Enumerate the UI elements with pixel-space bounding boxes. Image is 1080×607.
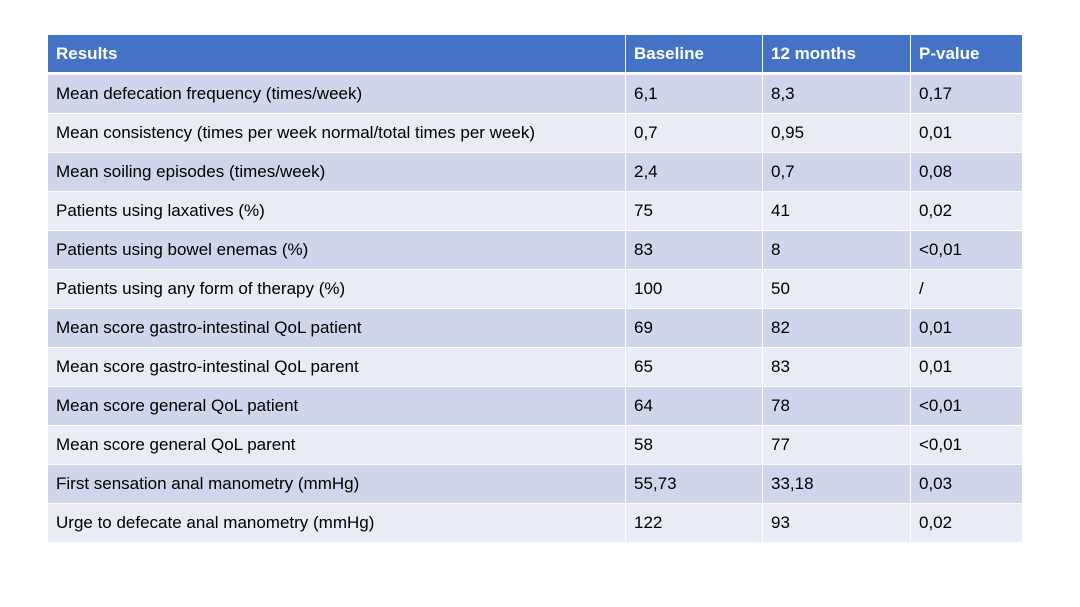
header-p-value: P-value bbox=[910, 34, 1023, 75]
table-row: First sensation anal manometry (mmHg) 55,… bbox=[47, 464, 1023, 504]
result-cell: Urge to defecate anal manometry (mmHg) bbox=[47, 503, 626, 543]
p-value-cell: 0,02 bbox=[910, 503, 1023, 543]
table-row: Mean consistency (times per week normal/… bbox=[47, 113, 1023, 153]
table-body: Mean defecation frequency (times/week) 6,… bbox=[47, 73, 1023, 543]
table-row: Patients using any form of therapy (%) 10… bbox=[47, 269, 1023, 309]
baseline-cell: 65 bbox=[625, 347, 763, 387]
result-cell: Mean score general QoL parent bbox=[47, 425, 626, 465]
p-value-cell: 0,17 bbox=[910, 73, 1023, 114]
table-row: Mean score gastro-intestinal QoL patient… bbox=[47, 308, 1023, 348]
table-row: Urge to defecate anal manometry (mmHg) 12… bbox=[47, 503, 1023, 543]
p-value-cell: <0,01 bbox=[910, 230, 1023, 270]
twelve-months-cell: 82 bbox=[762, 308, 911, 348]
twelve-months-cell: 33,18 bbox=[762, 464, 911, 504]
twelve-months-cell: 0,7 bbox=[762, 152, 911, 192]
header-row: Results Baseline 12 months P-value bbox=[47, 34, 1023, 75]
baseline-cell: 58 bbox=[625, 425, 763, 465]
result-cell: Patients using bowel enemas (%) bbox=[47, 230, 626, 270]
results-table: Results Baseline 12 months P-value Mean … bbox=[47, 34, 1023, 543]
baseline-cell: 122 bbox=[625, 503, 763, 543]
result-cell: First sensation anal manometry (mmHg) bbox=[47, 464, 626, 504]
p-value-cell: <0,01 bbox=[910, 386, 1023, 426]
p-value-cell: 0,02 bbox=[910, 191, 1023, 231]
twelve-months-cell: 83 bbox=[762, 347, 911, 387]
p-value-cell: 0,01 bbox=[910, 113, 1023, 153]
table-row: Mean defecation frequency (times/week) 6,… bbox=[47, 73, 1023, 114]
header-results: Results bbox=[47, 34, 626, 75]
table-row: Mean score general QoL parent 58 77 <0,01 bbox=[47, 425, 1023, 465]
baseline-cell: 2,4 bbox=[625, 152, 763, 192]
baseline-cell: 69 bbox=[625, 308, 763, 348]
result-cell: Mean soiling episodes (times/week) bbox=[47, 152, 626, 192]
p-value-cell: / bbox=[910, 269, 1023, 309]
table-row: Mean score gastro-intestinal QoL parent 6… bbox=[47, 347, 1023, 387]
header-baseline: Baseline bbox=[625, 34, 763, 75]
result-cell: Patients using any form of therapy (%) bbox=[47, 269, 626, 309]
result-cell: Patients using laxatives (%) bbox=[47, 191, 626, 231]
table-row: Mean score general QoL patient 64 78 <0,01 bbox=[47, 386, 1023, 426]
twelve-months-cell: 50 bbox=[762, 269, 911, 309]
twelve-months-cell: 41 bbox=[762, 191, 911, 231]
baseline-cell: 55,73 bbox=[625, 464, 763, 504]
p-value-cell: <0,01 bbox=[910, 425, 1023, 465]
p-value-cell: 0,03 bbox=[910, 464, 1023, 504]
result-cell: Mean score gastro-intestinal QoL patient bbox=[47, 308, 626, 348]
table-row: Mean soiling episodes (times/week) 2,4 0,7… bbox=[47, 152, 1023, 192]
p-value-cell: 0,01 bbox=[910, 308, 1023, 348]
p-value-cell: 0,01 bbox=[910, 347, 1023, 387]
twelve-months-cell: 0,95 bbox=[762, 113, 911, 153]
baseline-cell: 6,1 bbox=[625, 73, 763, 114]
twelve-months-cell: 77 bbox=[762, 425, 911, 465]
twelve-months-cell: 8,3 bbox=[762, 73, 911, 114]
twelve-months-cell: 93 bbox=[762, 503, 911, 543]
header-12-months: 12 months bbox=[762, 34, 911, 75]
baseline-cell: 83 bbox=[625, 230, 763, 270]
result-cell: Mean defecation frequency (times/week) bbox=[47, 73, 626, 114]
p-value-cell: 0,08 bbox=[910, 152, 1023, 192]
baseline-cell: 64 bbox=[625, 386, 763, 426]
table-row: Patients using bowel enemas (%) 83 8 <0,01 bbox=[47, 230, 1023, 270]
table-row: Patients using laxatives (%) 75 41 0,02 bbox=[47, 191, 1023, 231]
baseline-cell: 75 bbox=[625, 191, 763, 231]
baseline-cell: 0,7 bbox=[625, 113, 763, 153]
twelve-months-cell: 8 bbox=[762, 230, 911, 270]
baseline-cell: 100 bbox=[625, 269, 763, 309]
result-cell: Mean score general QoL patient bbox=[47, 386, 626, 426]
result-cell: Mean score gastro-intestinal QoL parent bbox=[47, 347, 626, 387]
twelve-months-cell: 78 bbox=[762, 386, 911, 426]
table-header: Results Baseline 12 months P-value bbox=[47, 34, 1023, 75]
result-cell: Mean consistency (times per week normal/… bbox=[47, 113, 626, 153]
